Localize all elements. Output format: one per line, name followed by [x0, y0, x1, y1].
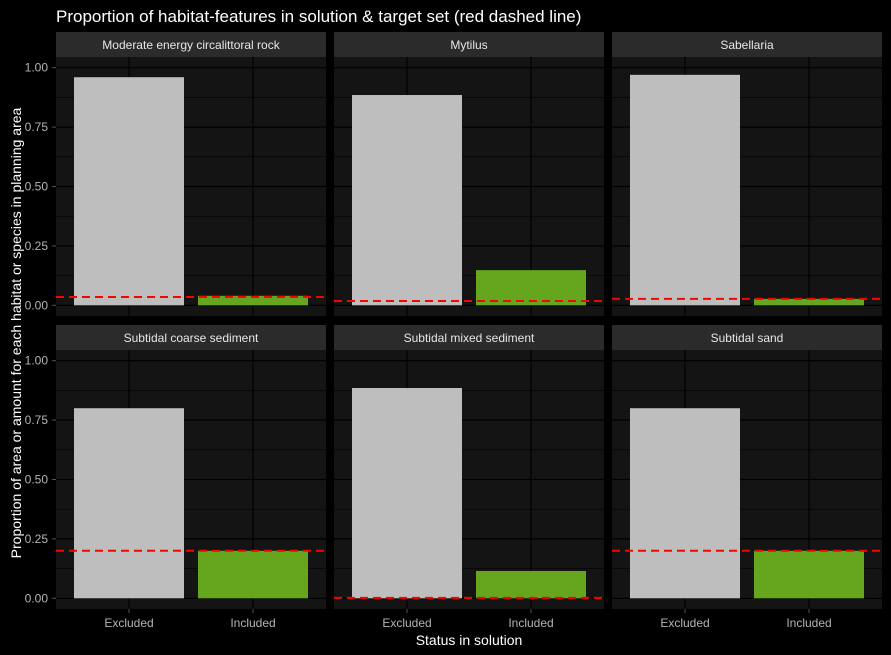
- facet-strip: [56, 32, 326, 57]
- y-tick-label: 0.75: [25, 413, 49, 427]
- bar-included: [476, 570, 586, 599]
- bar-excluded: [352, 95, 462, 306]
- facet-strip: [334, 32, 604, 57]
- bar-excluded: [352, 388, 462, 599]
- y-tick-label: 0.00: [25, 298, 49, 312]
- facet-strip-label: Subtidal sand: [711, 331, 784, 345]
- facet-panels: Moderate energy circalittoral rock 0.00 0.…: [25, 32, 882, 630]
- bar-excluded: [74, 408, 184, 599]
- facet-strip-label: Subtidal coarse sediment: [124, 331, 259, 345]
- facet-panel: Moderate energy circalittoral rock: [56, 32, 326, 316]
- y-tick-label: 0.50: [25, 473, 49, 487]
- x-tick-label: Included: [786, 616, 831, 630]
- bar-included: [476, 270, 586, 306]
- y-tick-label: 0.25: [25, 239, 49, 253]
- facet-panel: Subtidal coarse sediment: [56, 325, 326, 609]
- facet-panel: Mytilus: [334, 32, 604, 316]
- y-tick-label: 0.75: [25, 120, 49, 134]
- y-tick-label: 1.00: [25, 354, 49, 368]
- bar-included: [198, 550, 308, 599]
- x-tick-label: Included: [508, 616, 553, 630]
- facet-strip-label: Mytilus: [450, 38, 487, 52]
- facet-strip: [612, 32, 882, 57]
- bar-excluded: [630, 408, 740, 599]
- x-tick-label: Excluded: [382, 616, 431, 630]
- facet-panel: Subtidal mixed sediment: [334, 325, 604, 609]
- bar-excluded: [74, 77, 184, 306]
- chart-title: Proportion of habitat-features in soluti…: [56, 7, 581, 26]
- bar-included: [754, 298, 864, 306]
- facet-strip: [334, 325, 604, 350]
- y-tick-label: 0.25: [25, 532, 49, 546]
- bar-included: [754, 550, 864, 599]
- y-axis-title: Proportion of area or amount for each ha…: [8, 107, 24, 558]
- facet-panel: Sabellaria: [612, 32, 882, 316]
- y-tick-label: 0.50: [25, 180, 49, 194]
- facet-strip-label: Moderate energy circalittoral rock: [102, 38, 280, 52]
- facet-strip: [56, 325, 326, 350]
- facet-strip-label: Sabellaria: [720, 38, 774, 52]
- facet-panel: Subtidal sand: [612, 325, 882, 609]
- x-axis-title: Status in solution: [416, 632, 523, 648]
- bar-included: [198, 295, 308, 306]
- y-tick-label: 0.00: [25, 591, 49, 605]
- x-tick-label: Excluded: [104, 616, 153, 630]
- y-tick-label: 1.00: [25, 61, 49, 75]
- x-tick-label: Excluded: [660, 616, 709, 630]
- x-tick-label: Included: [230, 616, 275, 630]
- bar-excluded: [630, 74, 740, 306]
- facet-strip: [612, 325, 882, 350]
- facet-strip-label: Subtidal mixed sediment: [404, 331, 535, 345]
